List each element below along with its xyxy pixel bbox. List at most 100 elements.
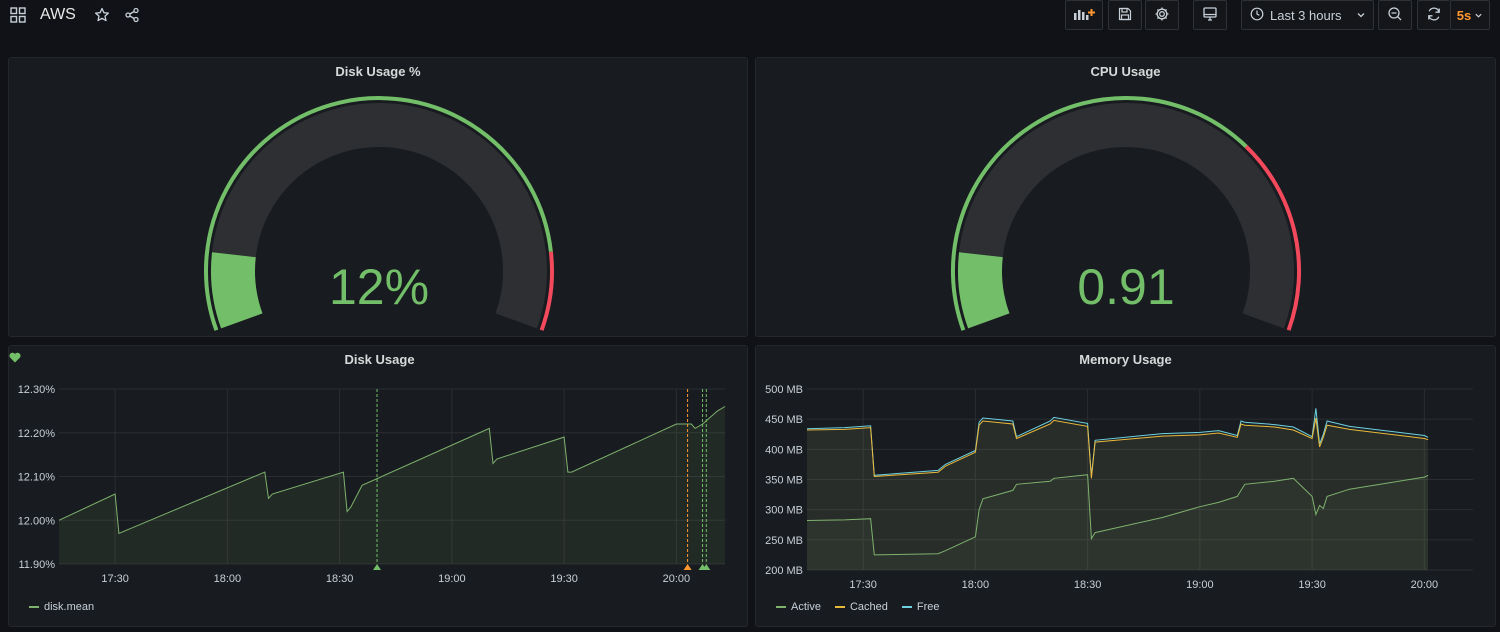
y-tick-label: 12.30% (18, 384, 56, 396)
series-area-free (807, 408, 1429, 570)
save-dashboard-button[interactable] (1108, 0, 1142, 30)
chart-legend: disk.mean (29, 601, 94, 613)
y-axis: 500 MB 450 MB 400 MB 350 MB 300 MB 250 MB 200 … (765, 384, 1473, 577)
share-icon[interactable] (122, 5, 142, 25)
series-line-active[interactable] (806, 474, 1429, 556)
y-axis: 12.30% 12.20% 12.10% 12.00% 11.90% (18, 384, 725, 571)
y-tick-label: 300 MB (765, 505, 803, 517)
gauge-value: 12% (329, 259, 429, 315)
disk-usage-chart[interactable]: 17:30 18:00 18:30 19:00 19:30 20:00 12.30% 12.2… (9, 346, 749, 628)
y-tick-label: 12.10% (18, 472, 56, 484)
legend-swatch (29, 606, 39, 608)
annotation-marker[interactable] (683, 564, 692, 570)
disk-usage-gauge-panel[interactable]: Disk Usage % 12% (8, 57, 748, 337)
dashboard-settings-button[interactable] (1145, 0, 1179, 30)
x-tick-label: 20:00 (1411, 579, 1439, 591)
refresh-interval-picker[interactable]: 5s (1450, 0, 1490, 30)
gauge-threshold-band (204, 96, 554, 331)
navbar-left: AWS (8, 5, 142, 25)
refresh-icon (1426, 6, 1442, 25)
add-panel-icon (1072, 6, 1096, 25)
legend-label: disk.mean (44, 601, 95, 613)
gauge-track (211, 102, 547, 329)
panel-title: Disk Usage (344, 352, 415, 367)
chevron-down-icon (1356, 8, 1366, 23)
x-tick-label: 19:30 (1298, 579, 1326, 591)
y-tick-label: 500 MB (765, 384, 803, 396)
threshold-red-arc (539, 251, 554, 331)
panel-title[interactable]: Disk Usage % (335, 64, 421, 79)
y-tick-label: 400 MB (765, 444, 803, 456)
gauge-value: 0.91 (1077, 259, 1174, 315)
legend-item[interactable]: disk.mean (29, 601, 94, 613)
x-tick-label: 18:00 (962, 579, 990, 591)
gauge-track (958, 102, 1294, 329)
threshold-red-arc (1244, 145, 1302, 331)
series-line-disk-mean[interactable] (58, 406, 726, 535)
x-tick-label: 18:00 (214, 573, 242, 585)
legend-label: Free (916, 601, 940, 613)
legend-swatch (901, 606, 912, 608)
zoom-out-button[interactable] (1378, 0, 1412, 30)
tv-mode-button[interactable] (1193, 0, 1227, 30)
legend-item[interactable]: Active (776, 601, 821, 613)
refresh-interval-label: 5s (1456, 7, 1472, 23)
legend-label: Active (791, 601, 821, 613)
x-axis: 17:30 18:00 18:30 19:00 19:30 20:00 (101, 389, 690, 585)
dashboard-title[interactable]: AWS (40, 6, 76, 23)
chart-legend: Active Cached Free (776, 601, 940, 613)
clock-icon (1250, 7, 1264, 24)
time-range-label: Last 3 hours (1270, 7, 1342, 23)
annotation-marker[interactable] (373, 564, 382, 570)
series-line-free[interactable] (806, 408, 1429, 477)
threshold-green-arc (204, 96, 553, 331)
gear-icon (1154, 6, 1170, 25)
y-tick-label: 12.00% (18, 515, 56, 527)
y-tick-label: 12.20% (18, 428, 56, 440)
panel-title[interactable]: CPU Usage (1090, 64, 1161, 79)
series-line-cached[interactable] (806, 417, 1429, 479)
refresh-button[interactable] (1417, 0, 1450, 30)
disk-usage-graph-panel[interactable]: Disk Usage 17:30 18:00 18:30 19:00 19:30 20:0… (8, 345, 748, 627)
monitor-icon (1202, 6, 1218, 25)
series-area-disk-mean (59, 406, 725, 564)
x-tick-label: 19:00 (1186, 579, 1214, 591)
dashboard-navbar: AWS Last 3 hours (0, 0, 1500, 36)
apps-grid-icon[interactable] (8, 5, 28, 25)
chevron-down-icon (1474, 8, 1483, 23)
x-tick-label: 18:30 (1074, 579, 1102, 591)
y-tick-label: 350 MB (765, 475, 803, 487)
panel-title-row[interactable]: Disk Usage (9, 352, 747, 367)
memory-usage-chart[interactable]: 17:30 18:00 18:30 19:00 19:30 20:00 500 MB 450 … (756, 346, 1497, 628)
x-tick-label: 19:00 (438, 573, 466, 585)
series-area-active (807, 474, 1429, 570)
time-range-picker[interactable]: Last 3 hours (1241, 0, 1374, 30)
gauge-value-arc (211, 252, 263, 329)
annotation-marker[interactable] (702, 564, 711, 570)
disk-gauge: 12% (204, 96, 554, 331)
cpu-gauge: 0.91 (951, 95, 1302, 331)
x-tick-label: 19:30 (550, 573, 578, 585)
y-tick-label: 11.90% (19, 559, 56, 571)
add-panel-button[interactable] (1065, 0, 1103, 30)
star-icon[interactable] (92, 5, 112, 25)
panel-title[interactable]: Memory Usage (1079, 352, 1172, 367)
cpu-usage-gauge-panel[interactable]: CPU Usage 0.91 (755, 57, 1496, 337)
series-area-cached (807, 418, 1429, 570)
y-tick-label: 200 MB (765, 565, 803, 577)
gauge-value-arc (958, 252, 1010, 329)
memory-usage-graph-panel[interactable]: Memory Usage 17:30 18:00 18:30 19:00 19:30 20… (755, 345, 1496, 627)
legend-item[interactable]: Cached (834, 601, 888, 613)
y-tick-label: 450 MB (765, 414, 803, 426)
x-tick-label: 17:30 (101, 573, 129, 585)
save-icon (1118, 7, 1132, 24)
legend-item[interactable]: Free (901, 601, 940, 613)
x-tick-label: 17:30 (849, 579, 877, 591)
legend-swatch (776, 606, 786, 608)
zoom-out-icon (1387, 6, 1403, 25)
legend-swatch (834, 606, 845, 608)
y-tick-label: 250 MB (765, 535, 803, 547)
x-tick-label: 18:30 (326, 573, 354, 585)
x-tick-label: 20:00 (663, 573, 691, 585)
gauge-threshold-band (951, 95, 1302, 331)
